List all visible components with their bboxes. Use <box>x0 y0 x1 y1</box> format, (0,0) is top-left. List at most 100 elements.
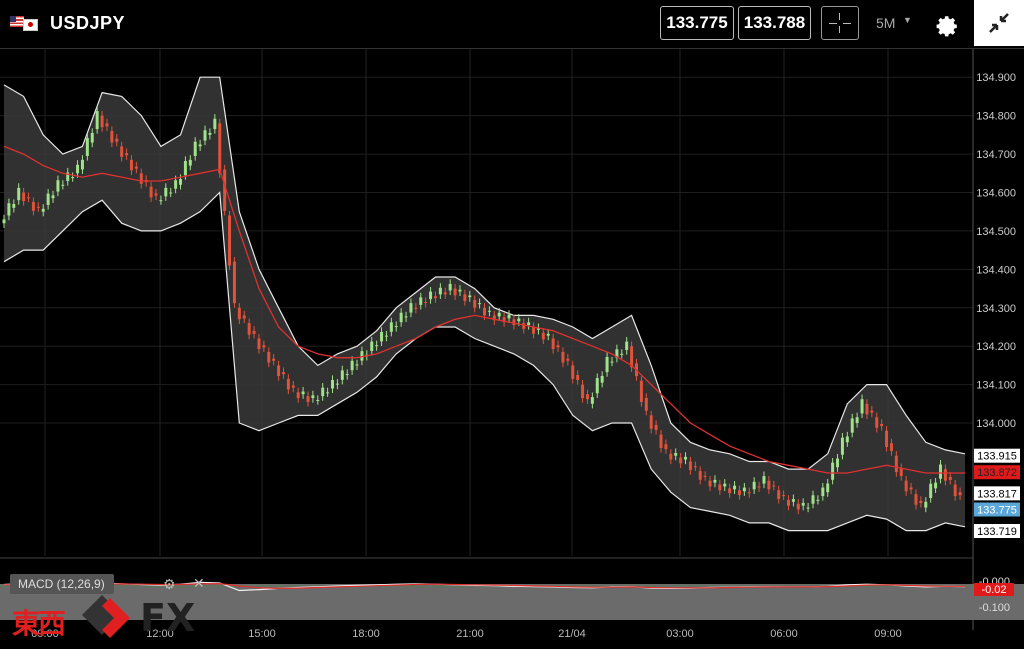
candle-body <box>105 123 109 127</box>
candle-body <box>899 468 903 477</box>
candle-body <box>281 372 285 375</box>
candle-body <box>394 326 398 328</box>
candle-body <box>527 322 531 326</box>
candle-body <box>301 391 305 395</box>
macd-indicator-label[interactable]: MACD (12,26,9) <box>10 574 114 594</box>
gear-icon[interactable] <box>932 10 960 38</box>
macd-close-icon[interactable]: ✕ <box>193 575 205 591</box>
y-tick-label: 134.300 <box>976 303 1016 315</box>
candle-body <box>561 351 565 363</box>
candle-body <box>228 215 232 266</box>
candle-body <box>801 502 805 506</box>
symbol-name[interactable]: USDJPY <box>50 13 126 33</box>
candle-body <box>237 307 241 320</box>
candle-body <box>806 507 810 509</box>
candle-body <box>752 481 756 490</box>
candle-body <box>693 466 697 468</box>
candle-body <box>277 365 281 376</box>
candle-body <box>644 398 648 411</box>
candle-body <box>242 315 246 319</box>
candle-body <box>27 197 31 199</box>
candle-body <box>767 480 771 490</box>
candle-body <box>723 483 727 487</box>
candle-body <box>291 385 295 388</box>
chart-header: USDJPY 133.775 133.788 5M ▼ <box>0 0 1024 49</box>
candle-body <box>76 164 80 174</box>
bollinger-lower-line <box>3 191 966 532</box>
candle-body <box>517 318 521 322</box>
candle-body <box>247 323 251 335</box>
candle-body <box>492 315 496 321</box>
candle-body <box>551 338 555 350</box>
candle-body <box>159 200 163 202</box>
x-tick-label: 21:00 <box>456 628 484 640</box>
y-tick-label: 134.100 <box>976 380 1016 392</box>
candle-body <box>149 186 153 198</box>
candle-body <box>610 361 614 363</box>
ask-price-button[interactable]: 133.788 <box>738 6 811 40</box>
candle-body <box>316 399 320 401</box>
candle-body <box>664 444 668 450</box>
candle-body <box>174 180 178 189</box>
candle-body <box>218 123 222 174</box>
candle-body <box>286 378 290 390</box>
candle-body <box>321 387 325 397</box>
candle-body <box>311 395 315 399</box>
moving-average-line <box>3 145 965 474</box>
candle-body <box>31 202 35 211</box>
candle-body <box>845 436 849 443</box>
candle-body <box>2 219 6 224</box>
candle-body <box>620 353 624 355</box>
candle-body <box>870 410 874 413</box>
candle-body <box>41 208 45 212</box>
candle-body <box>198 144 202 147</box>
candle-body <box>125 153 129 156</box>
crosshair-icon[interactable] <box>821 6 859 40</box>
candle-body <box>733 485 737 490</box>
candle-body <box>56 180 60 192</box>
candle-body <box>458 289 462 292</box>
candle-body <box>115 138 119 142</box>
candle-body <box>630 346 634 368</box>
candle-body <box>409 303 413 313</box>
candle-body <box>865 403 869 415</box>
candle-body <box>384 335 388 337</box>
candle-body <box>66 172 70 181</box>
candle-body <box>880 424 884 427</box>
candle-body <box>448 283 452 291</box>
candle-body <box>615 349 619 358</box>
candle-body <box>512 319 516 326</box>
candle-body <box>414 307 418 309</box>
candle-body <box>850 418 854 433</box>
price-tag-label: 133.817 <box>977 488 1017 500</box>
candle-body <box>889 443 893 452</box>
candle-body <box>85 137 89 156</box>
caret-down-icon[interactable]: ▼ <box>903 15 912 25</box>
candle-body <box>943 469 947 481</box>
timeframe-selector[interactable]: 5M <box>876 15 896 31</box>
candle-body <box>17 187 21 201</box>
candle-body <box>424 302 428 303</box>
candle-body <box>747 492 751 494</box>
collapse-icon <box>989 13 1009 33</box>
x-tick-label: 06:00 <box>770 628 798 640</box>
candle-body <box>296 392 300 399</box>
bid-price-button[interactable]: 133.775 <box>660 6 734 40</box>
macd-y-tick: -0.100 <box>979 602 1010 614</box>
candle-body <box>370 341 374 351</box>
us-flag-icon <box>10 16 24 27</box>
candle-body <box>340 370 344 380</box>
candle-body <box>360 351 364 361</box>
price-tag-bg <box>974 486 1020 501</box>
candle-body <box>782 495 786 497</box>
price-tag-bg <box>974 448 1020 463</box>
candle-body <box>95 111 99 130</box>
macd-settings-icon[interactable]: ⚙ <box>163 576 176 592</box>
candle-body <box>934 482 938 489</box>
macd-signal-line <box>3 582 965 590</box>
currency-flags <box>10 16 38 31</box>
collapse-button[interactable] <box>974 0 1024 46</box>
candle-body <box>129 159 133 171</box>
candle-body <box>51 195 55 199</box>
